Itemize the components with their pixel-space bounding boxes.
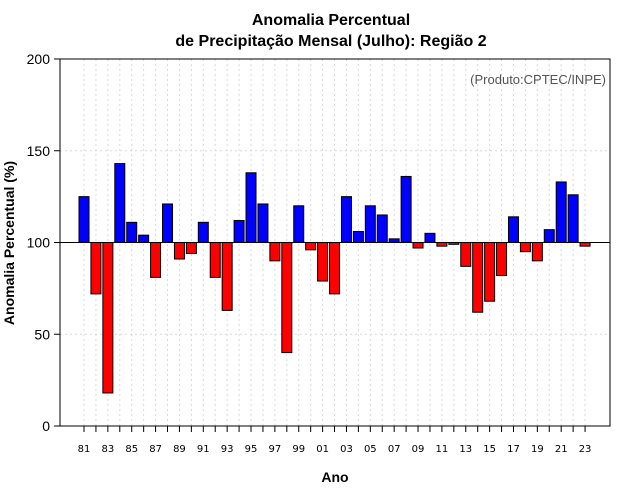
bar-89 [173,242,185,260]
x-tick-label: 11 [436,444,449,455]
x-tick-label: 17 [507,444,520,455]
bar-09 [412,242,424,249]
x-tick-label: 87 [149,444,162,455]
bar-06 [376,214,388,244]
bar-13 [460,242,472,267]
bar-93 [221,242,233,311]
x-tick-label: 01 [316,444,329,455]
x-tick-label: 03 [340,444,353,455]
x-tick-label: 99 [292,444,305,455]
x-tick-label: 97 [269,444,282,455]
x-tick-label: 93 [221,444,234,455]
x-tick-label: 23 [579,444,592,455]
bar-10 [424,232,436,243]
bar-86 [138,234,150,244]
bar-08 [400,175,412,243]
bar-18 [519,242,531,253]
bar-87 [150,242,162,278]
bar-17 [507,216,519,243]
x-tick-label: 05 [364,444,377,455]
y-tick-label: 50 [34,326,50,342]
bar-20 [543,229,555,243]
bar-22 [567,194,579,243]
x-tick-label: 89 [173,444,186,455]
bar-03 [340,196,352,243]
bar-88 [162,203,174,243]
bar-11 [436,242,448,247]
bar-95 [245,172,257,244]
bar-00 [305,242,317,251]
x-tick-label: 19 [531,444,544,455]
bar-91 [197,221,209,244]
bar-19 [531,242,543,262]
chart-title-line-1: Anomalia Percentual [252,12,410,29]
bar-82 [90,242,102,295]
x-tick-label: 21 [555,444,568,455]
y-tick-label: 100 [27,235,51,251]
bars [78,163,591,394]
bar-81 [78,196,90,243]
bar-07 [388,238,400,244]
axes: 0 50 100 150 200 81 83 85 87 89 91 93 95 97 99 01 03 05 07… [27,51,611,455]
bar-02 [329,242,341,295]
y-tick-label: 200 [27,51,51,67]
x-tick-label: 83 [101,444,114,455]
bar-16 [496,242,508,277]
x-tick-label: 09 [412,444,425,455]
bar-96 [257,203,269,243]
bar-05 [364,205,376,244]
chart-title-line-2: de Precipitação Mensal (Julho): Região 2 [175,33,486,50]
bar-15 [484,242,496,302]
x-tick-label: 85 [125,444,138,455]
bar-23 [579,242,591,247]
bar-99 [293,205,305,244]
bar-04 [352,230,364,244]
bar-85 [126,221,138,244]
x-tick-label: 07 [388,444,401,455]
bar-98 [281,242,293,354]
y-axis-title: Anomalia Percentual (%) [1,161,17,325]
x-tick-label: 15 [483,444,496,455]
x-tick-label: 95 [245,444,258,455]
bar-14 [472,242,484,313]
x-axis-title: Ano [321,469,348,485]
bar-83 [102,242,114,394]
credit-label: (Produto:CPTEC/INPE) [470,72,606,87]
bar-97 [269,242,281,262]
bar-84 [114,163,126,243]
y-tick-label: 150 [27,143,51,159]
x-tick-label: 91 [197,444,210,455]
bar-94 [233,219,245,243]
bar-01 [317,242,329,282]
x-tick-label: 81 [78,444,91,455]
bar-21 [555,181,567,244]
bar-92 [209,242,221,278]
x-tick-label: 13 [459,444,472,455]
y-tick-label: 0 [42,418,50,434]
bar-90 [185,242,197,255]
